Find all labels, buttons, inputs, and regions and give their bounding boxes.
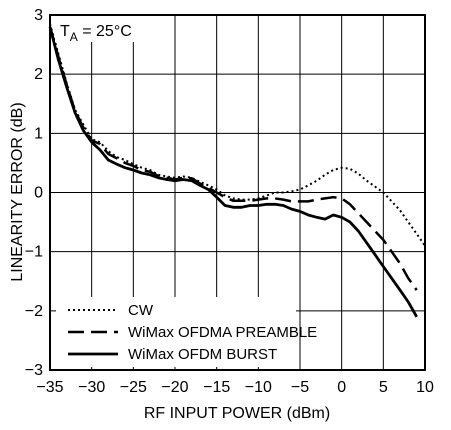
y-tick-label: 3	[34, 7, 43, 24]
annotation-subscript: A	[70, 30, 78, 44]
x-tick-label: −30	[78, 379, 105, 396]
legend-label: WiMax OFDM BURST	[128, 346, 277, 363]
x-tick-label: 5	[379, 379, 388, 396]
legend-label: WiMax OFDMA PREAMBLE	[128, 324, 317, 341]
plot-frame	[49, 14, 426, 371]
y-tick-label: 0	[34, 185, 43, 202]
x-tick-label: −15	[203, 379, 230, 396]
x-tick-label: −20	[161, 379, 188, 396]
x-tick-label: −35	[36, 379, 63, 396]
y-axis-label: LINEARITY ERROR (dB)	[9, 102, 26, 281]
x-tick-label: −10	[245, 379, 272, 396]
legend: CW WiMax OFDMA PREAMBLE WiMax OFDM BURST	[68, 302, 317, 363]
x-tick-label: −25	[120, 379, 147, 396]
series-line-solid	[48, 26, 418, 318]
annotation-background	[55, 16, 159, 42]
legend-label: CW	[128, 302, 154, 319]
y-tick-label: −3	[25, 362, 43, 379]
x-axis-label: RF INPUT POWER (dBm)	[144, 405, 330, 422]
x-tick-label: 0	[337, 379, 346, 396]
y-tick-label: −1	[25, 244, 43, 261]
x-tick-label: 10	[416, 379, 434, 396]
annotation-main: T	[60, 23, 70, 40]
series-line-dotted	[49, 23, 426, 247]
series-lines	[48, 23, 426, 318]
y-tick-label: −2	[25, 303, 43, 320]
series-line-dashed	[48, 26, 418, 291]
annotation-rest: = 25°C	[78, 23, 132, 40]
temperature-annotation: TA = 25°C	[60, 23, 132, 44]
y-tick-label: 1	[34, 125, 43, 142]
y-tick-label: 2	[34, 66, 43, 83]
x-tick-label: −5	[291, 379, 309, 396]
